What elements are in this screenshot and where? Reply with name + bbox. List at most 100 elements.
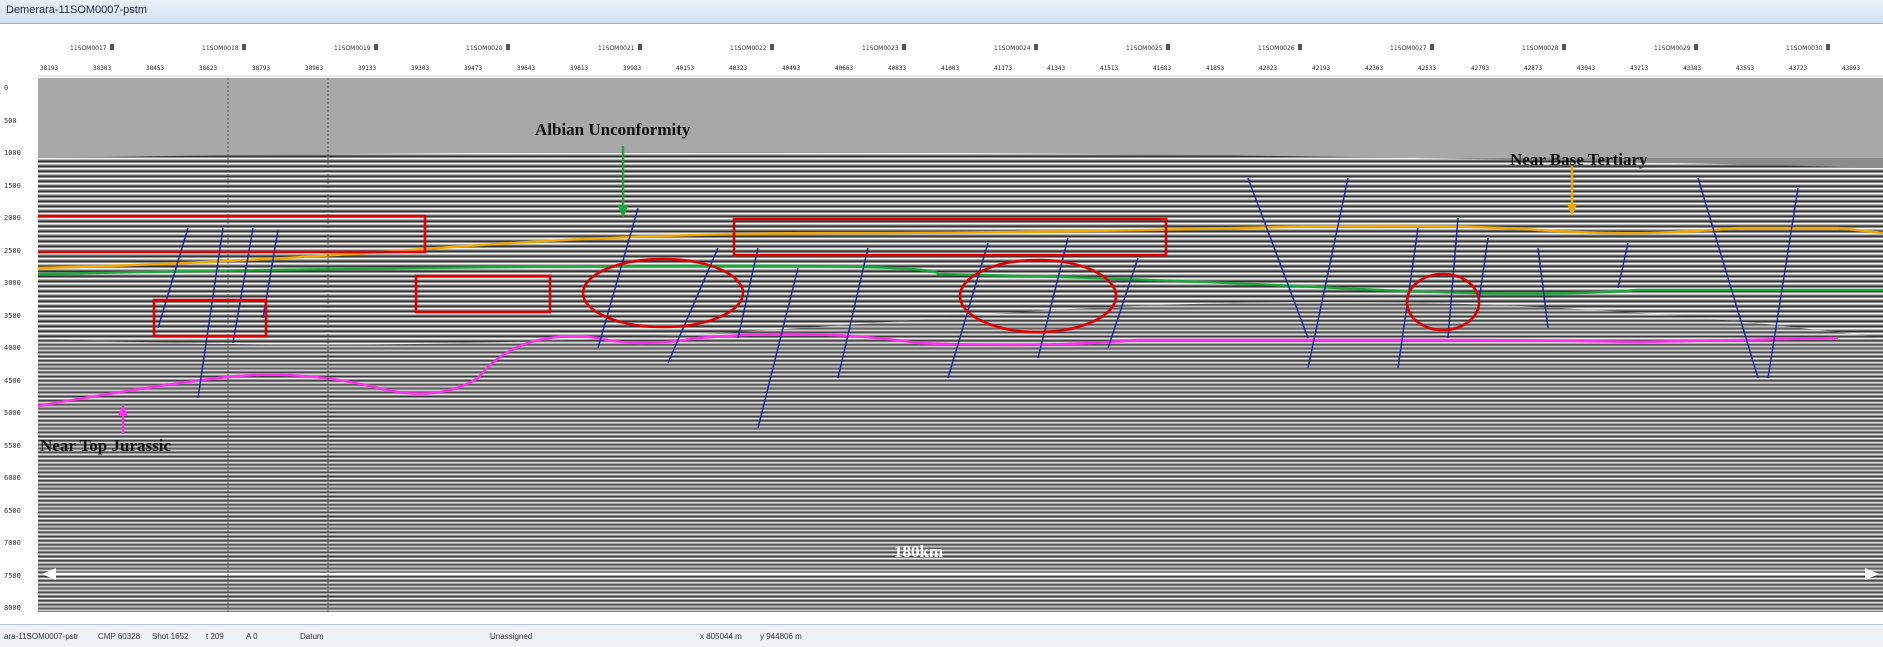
cmp-number: 43723 (1789, 65, 1807, 72)
horizon-albian (38, 264, 1883, 295)
intersection-marker (506, 44, 510, 50)
fault-line (1247, 177, 1309, 339)
status-datum: Datum (300, 632, 324, 641)
cmp-number: 39983 (623, 65, 641, 72)
cmp-number: 41853 (1206, 65, 1224, 72)
seismic-image[interactable] (38, 78, 1883, 612)
y-tick-label: 1500 (4, 181, 21, 190)
intersection-marker (638, 44, 642, 50)
fault-line (757, 267, 799, 429)
status-y: y 944806 m (760, 632, 802, 641)
cmp-number: 38793 (252, 65, 270, 72)
cmp-number: 38193 (40, 65, 58, 72)
y-tick-label: 2500 (4, 246, 21, 255)
y-tick-label: 5500 (4, 441, 21, 450)
cmp-number: 39813 (570, 65, 588, 72)
status-time: t 209 (206, 632, 224, 641)
line-label: 11SOM0018 (202, 45, 239, 52)
cmp-number: 39303 (411, 65, 429, 72)
cmp-number: 38453 (146, 65, 164, 72)
y-tick-label: 4000 (4, 344, 21, 352)
line-label: 11SOM0020 (466, 45, 503, 52)
cmp-number: 39473 (464, 65, 482, 72)
label-scale: 180km (894, 542, 944, 561)
fault-line (597, 207, 639, 349)
line-label: 11SOM0030 (1786, 45, 1823, 52)
intersection-marker (242, 44, 246, 50)
cmp-number: 40663 (835, 65, 853, 72)
cmp-number: 43043 (1577, 65, 1595, 72)
water-column (38, 78, 1883, 158)
cmp-number: 38303 (93, 65, 111, 72)
fault-line (157, 227, 189, 329)
label-base-tertiary: Near Base Tertiary (1510, 150, 1648, 169)
intersection-marker (374, 44, 378, 50)
highlight-ellipse (1405, 272, 1481, 332)
jurassic-arrowhead (118, 404, 128, 416)
line-label: 11SOM0021 (598, 45, 635, 52)
fault-line (1767, 187, 1799, 379)
intersection-marker (1826, 44, 1830, 50)
window-title: Demerara-11SOM0007-pstm (6, 4, 148, 16)
line-label: 11SOM0019 (334, 45, 371, 52)
tertiary-arrowhead (1567, 204, 1577, 216)
horizon-base-tertiary (38, 224, 1883, 270)
status-amp: A 0 (246, 632, 258, 641)
horizon-top-jurassic (38, 332, 1839, 408)
status-line: ara-11SOM0007-pstr (4, 632, 79, 641)
label-top-jurassic: Near Top Jurassic (40, 436, 171, 455)
cmp-number: 43553 (1736, 65, 1754, 72)
cmp-number: 39643 (517, 65, 535, 72)
intersection-marker (1034, 44, 1038, 50)
y-tick-label: 3500 (4, 311, 21, 320)
highlight-ellipse (581, 257, 745, 329)
line-label: 11SOM0026 (1258, 45, 1295, 52)
cmp-number: 42873 (1524, 65, 1542, 72)
line-label: 11SOM0029 (1654, 45, 1691, 52)
fault-line (667, 247, 719, 364)
cmp-number: 42023 (1259, 65, 1277, 72)
line-label: 11SOM0017 (70, 45, 107, 52)
y-tick-label: 4500 (4, 376, 21, 385)
highlight-box (414, 274, 552, 314)
intersection-marker (1430, 44, 1434, 50)
section-header: 38193 38303 38453 38623 38793 38963 39133 39303… (0, 24, 1883, 78)
y-tick-label: 1000 (4, 149, 21, 157)
cmp-number: 40323 (729, 65, 747, 72)
intersection-marker (110, 44, 114, 50)
header-annotations: 38193 38303 38453 38623 38793 38963 39133 39303… (38, 44, 1883, 77)
cmp-number: 40153 (676, 65, 694, 72)
scale-left-arrowhead (42, 568, 56, 580)
fault-line (1537, 247, 1549, 329)
y-tick-label: 8000 (4, 604, 21, 612)
cmp-number: 41513 (1100, 65, 1118, 72)
y-tick-label: 500 (4, 116, 17, 125)
cmp-number: 42703 (1471, 65, 1489, 72)
y-tick-label: 6500 (4, 506, 21, 515)
line-label: 11SOM0022 (730, 45, 767, 52)
cmp-number: 43213 (1630, 65, 1648, 72)
intersection-marker (1562, 44, 1566, 50)
fault-line (197, 227, 224, 399)
albian-arrowhead (618, 206, 628, 218)
seismic-section[interactable] (38, 78, 1883, 612)
cmp-number: 41173 (994, 65, 1012, 72)
time-axis: 0 500 1000 1500 2000 2500 3000 3500 4000 4500 5000… (0, 78, 38, 612)
scale-right-arrowhead (1865, 568, 1879, 580)
intersection-marker (770, 44, 774, 50)
cmp-number: 42533 (1418, 65, 1436, 72)
line-label: 11SOM0027 (1390, 45, 1427, 52)
cmp-number: 42363 (1365, 65, 1383, 72)
status-x: x 805044 m (700, 632, 742, 641)
deep-package (38, 302, 1883, 612)
status-cmp: CMP 60328 (98, 632, 141, 641)
y-tick-label: 0 (4, 84, 9, 92)
fault-line (737, 247, 759, 339)
label-albian: Albian Unconformity (535, 120, 691, 139)
intersection-marker (1166, 44, 1170, 50)
fault-line (837, 247, 869, 379)
fault-line (1617, 242, 1629, 289)
cmp-number: 38963 (305, 65, 323, 72)
cmp-number: 43893 (1842, 65, 1860, 72)
y-tick-label: 6000 (4, 474, 21, 482)
